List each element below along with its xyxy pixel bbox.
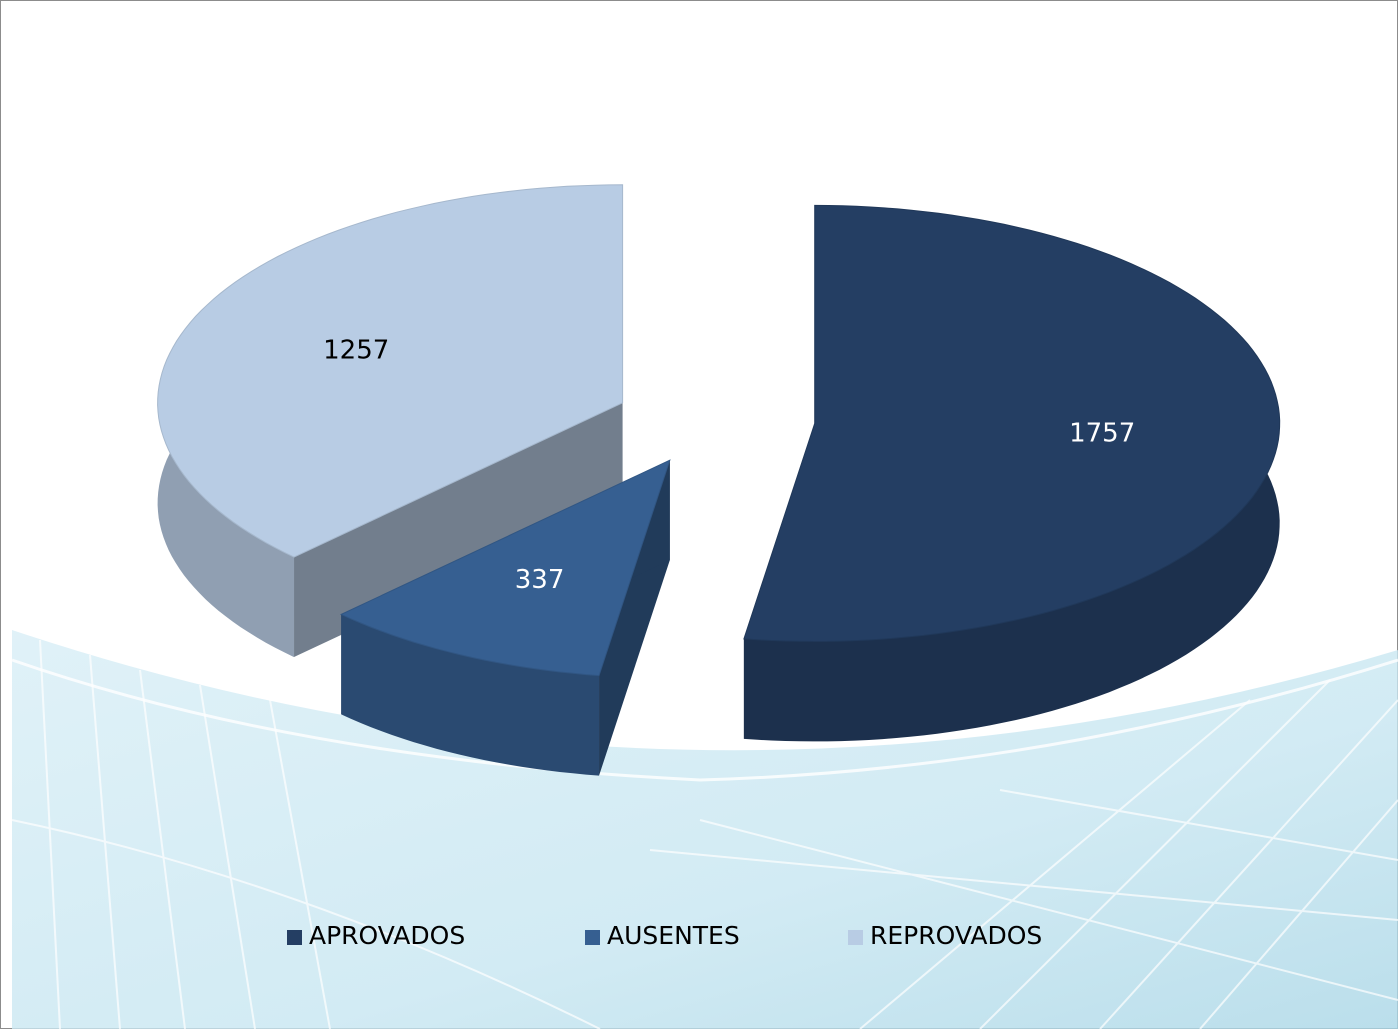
legend-label: APROVADOS <box>309 921 465 950</box>
data-label: 1257 <box>323 336 389 366</box>
data-label: 1757 <box>1069 418 1135 448</box>
legend-label: REPROVADOS <box>870 921 1042 950</box>
legend-swatch <box>287 930 302 945</box>
page: 12571757337 APROVADOSAUSENTESREPROVADOS … <box>0 0 1398 1029</box>
legend-label: AUSENTES <box>607 921 740 950</box>
legend-swatch <box>848 930 863 945</box>
data-label: 337 <box>515 565 565 595</box>
legend-swatch <box>585 930 600 945</box>
legend: APROVADOS AUSENTES REPROVADOS <box>287 921 1042 950</box>
chart: 1257 1757 337 APROVADOS AUSENTES REPROVADOS <box>0 0 1398 1029</box>
